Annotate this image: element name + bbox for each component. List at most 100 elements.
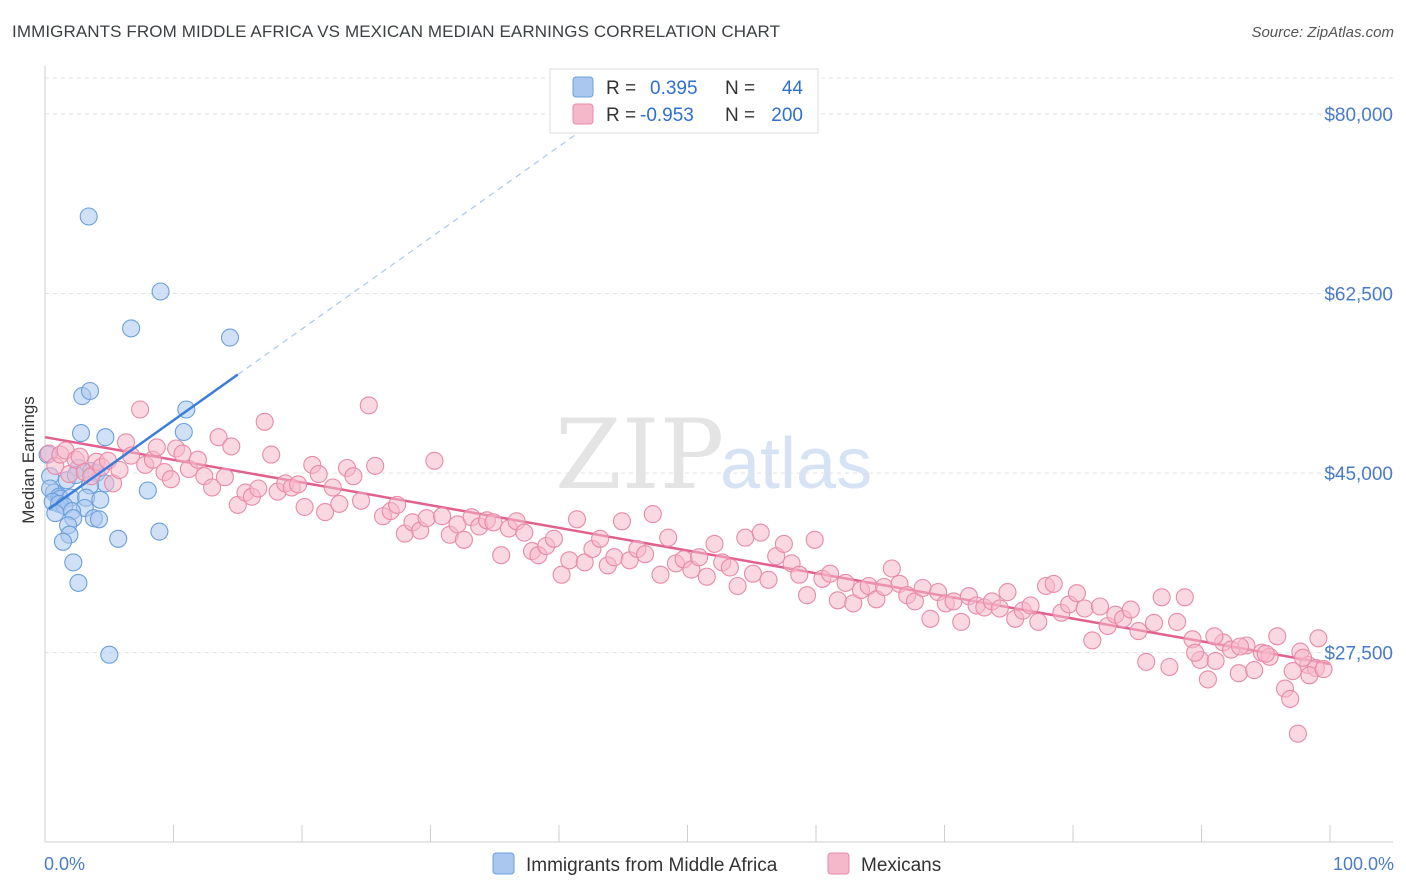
point-mexicans bbox=[492, 546, 511, 565]
point-mexicans bbox=[1075, 599, 1094, 618]
point-mexicans bbox=[560, 551, 579, 570]
point-mexicans bbox=[697, 567, 716, 586]
point-mexicans bbox=[388, 495, 407, 514]
point-middle-africa bbox=[122, 319, 141, 338]
watermark-zip: ZIP bbox=[555, 399, 724, 511]
point-mexicans bbox=[147, 438, 166, 457]
point-mexicans bbox=[1129, 622, 1148, 641]
point-mexicans bbox=[1168, 612, 1187, 631]
point-mexicans bbox=[1205, 627, 1224, 646]
bottom-legend-label-pink: Mexicans bbox=[861, 855, 941, 876]
point-mexicans bbox=[448, 515, 467, 534]
point-middle-africa bbox=[220, 328, 240, 347]
point-mexicans bbox=[821, 564, 840, 583]
point-mexicans bbox=[567, 510, 587, 529]
point-mexicans bbox=[330, 494, 349, 513]
point-mexicans bbox=[417, 509, 436, 528]
point-mexicans bbox=[309, 465, 328, 484]
point-mexicans bbox=[433, 507, 452, 526]
point-mexicans bbox=[1090, 597, 1110, 616]
bottom-legend-swatch-pink bbox=[827, 852, 850, 875]
point-middle-africa bbox=[96, 428, 115, 447]
point-mexicans bbox=[612, 512, 632, 531]
point-mexicans bbox=[425, 451, 444, 470]
point-mexicans bbox=[636, 545, 655, 564]
point-mexicans bbox=[295, 497, 314, 517]
point-middle-africa bbox=[138, 481, 157, 500]
legend-swatch-blue bbox=[572, 76, 594, 98]
point-mexicans bbox=[352, 491, 371, 510]
point-mexicans bbox=[1281, 689, 1300, 708]
point-mexicans bbox=[736, 528, 755, 547]
point-middle-africa bbox=[69, 573, 88, 592]
point-middle-africa bbox=[71, 424, 91, 443]
point-mexicans bbox=[805, 530, 824, 549]
point-mexicans bbox=[1198, 670, 1217, 689]
point-mexicans bbox=[454, 530, 473, 549]
legend-box bbox=[549, 68, 819, 134]
point-middle-africa bbox=[64, 553, 83, 572]
point-mexicans bbox=[1288, 724, 1307, 743]
point-mexicans bbox=[255, 412, 274, 431]
point-mexicans bbox=[552, 565, 571, 584]
point-mexicans bbox=[913, 578, 932, 598]
point-middle-africa bbox=[53, 532, 73, 551]
point-mexicans bbox=[944, 592, 963, 611]
bottom-legend-swatch-blue bbox=[492, 852, 515, 875]
legend-swatch-pink bbox=[572, 103, 594, 125]
point-mexicans bbox=[188, 450, 207, 469]
y-tick-label: $27,500 bbox=[1324, 644, 1393, 665]
point-mexicans bbox=[998, 583, 1017, 602]
y-axis-label: Median Earnings bbox=[19, 396, 38, 524]
legend-r-label-pink: R = bbox=[606, 105, 636, 126]
point-mexicans bbox=[249, 479, 268, 498]
point-middle-africa bbox=[150, 522, 169, 541]
point-mexicans bbox=[1021, 596, 1040, 615]
point-mexicans bbox=[484, 513, 503, 532]
point-mexicans bbox=[651, 565, 670, 584]
point-mexicans bbox=[70, 447, 89, 466]
point-mexicans bbox=[1175, 588, 1194, 607]
legend-n-label-pink: N = bbox=[725, 105, 755, 126]
legend-n-label-blue: N = bbox=[725, 78, 755, 99]
point-mexicans bbox=[1083, 631, 1102, 650]
point-mexicans bbox=[110, 460, 129, 480]
trend-line-middle-africa bbox=[48, 373, 239, 511]
legend-n-value-pink: 200 bbox=[771, 105, 803, 126]
point-mexicans bbox=[952, 612, 971, 631]
point-mexicans bbox=[203, 478, 222, 497]
point-mexicans bbox=[515, 523, 534, 542]
point-mexicans bbox=[1283, 662, 1302, 681]
point-mexicans bbox=[605, 548, 624, 567]
point-mexicans bbox=[173, 444, 192, 463]
point-mexicans bbox=[1160, 657, 1179, 677]
point-middle-africa bbox=[80, 381, 100, 401]
point-mexicans bbox=[905, 592, 924, 611]
point-mexicans bbox=[591, 529, 610, 548]
point-mexicans bbox=[1314, 660, 1333, 679]
trend-line-middle-africa-extension bbox=[237, 118, 598, 376]
point-mexicans bbox=[215, 468, 234, 487]
x-tick-label-end: 100.0% bbox=[1333, 854, 1394, 874]
point-mexicans bbox=[705, 534, 724, 553]
point-middle-africa bbox=[79, 207, 98, 226]
y-tick-label: $45,000 bbox=[1324, 464, 1393, 485]
point-mexicans bbox=[774, 534, 793, 553]
point-mexicans bbox=[262, 445, 281, 464]
watermark-atlas: atlas bbox=[720, 424, 872, 504]
point-mexicans bbox=[1144, 613, 1164, 632]
point-mexicans bbox=[316, 503, 335, 522]
point-mexicans bbox=[882, 559, 901, 578]
point-mexicans bbox=[1137, 652, 1156, 671]
bottom-legend-label-blue: Immigrants from Middle Africa bbox=[526, 855, 778, 876]
point-mexicans bbox=[1121, 600, 1140, 619]
point-mexicans bbox=[990, 599, 1009, 618]
point-mexicans bbox=[836, 573, 855, 592]
point-mexicans bbox=[544, 529, 563, 548]
point-mexicans bbox=[759, 570, 778, 589]
point-mexicans bbox=[751, 523, 770, 542]
point-mexicans bbox=[1309, 629, 1328, 648]
point-mexicans bbox=[366, 456, 385, 475]
point-mexicans bbox=[921, 609, 940, 628]
